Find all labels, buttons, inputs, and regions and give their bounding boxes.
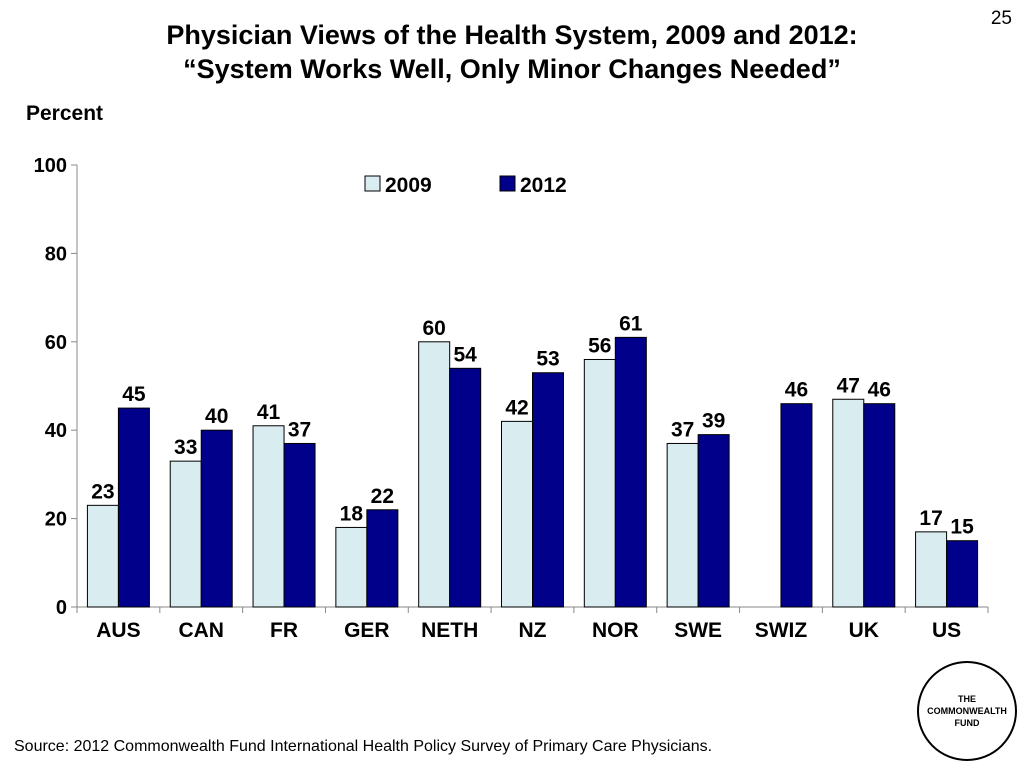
bar-neth-2009 [418,341,451,608]
source-note: Source: 2012 Commonwealth Fund Internati… [14,738,713,755]
bar-aus-2012 [117,407,150,608]
data-label-nor-2009: 56 [588,334,611,357]
commonwealth-fund-logo: THE COMMONWEALTH FUND [917,661,1017,761]
data-label-us-2009: 17 [919,507,942,530]
bar-fr-2009 [252,425,285,608]
bar-swe-2009 [666,442,699,608]
legend-label-2009: 2009 [385,174,432,197]
bar-us-2012 [946,540,979,608]
y-tick-label-0: 0 [56,597,67,619]
slide-number: 25 [990,8,1012,29]
y-tick-label-60: 60 [45,332,67,354]
bar-can-2012 [200,429,233,608]
data-label-nor-2012: 61 [619,312,643,335]
logo-line-2: COMMONWEALTH [927,706,1007,716]
data-label-uk-2009: 47 [837,374,860,397]
y-tick-label-80: 80 [45,243,67,265]
bar-nor-2009 [583,358,616,608]
category-label-nor: NOR [592,619,639,642]
data-label-can-2012: 40 [205,405,228,428]
data-label-us-2012: 15 [950,516,974,539]
data-label-ger-2012: 22 [371,485,394,508]
bar-aus-2009 [86,504,119,608]
bar-uk-2012 [863,403,896,608]
category-label-can: CAN [178,619,224,642]
data-label-fr-2009: 41 [257,401,281,424]
bar-swe-2012 [697,434,730,608]
data-label-swiz-2012: 46 [785,379,808,402]
chart-title: Physician Views of the Health System, 20… [0,18,1024,86]
y-tick-label-20: 20 [45,509,67,531]
bar-nz-2009 [501,420,533,608]
bar-chart: 0 20 40 60 80 100 23 45 AUS 33 40 CAN 41 37 FR 18 22 GER 6… [34,155,989,642]
category-label-nz: NZ [519,619,547,642]
bar-uk-2009 [832,398,865,608]
data-label-nz-2009: 42 [505,396,528,419]
bar-ger-2012 [366,509,399,608]
category-label-aus: AUS [96,619,140,642]
data-label-ger-2009: 18 [340,502,364,525]
category-label-ger: GER [344,619,390,642]
data-label-neth-2012: 54 [454,343,478,366]
data-label-nz-2012: 53 [536,348,559,371]
logo-line-1: THE [958,694,976,704]
data-label-neth-2009: 60 [423,317,446,340]
category-label-us: US [932,619,961,642]
bar-ger-2009 [335,526,368,608]
data-label-aus-2012: 45 [122,383,146,406]
legend-swatch-2009 [364,175,381,192]
bar-swiz-2012 [780,403,813,608]
category-label-neth: NETH [421,619,478,642]
category-label-swiz: SWIZ [755,619,808,642]
title-line-2: “System Works Well, Only Minor Changes N… [183,54,841,84]
y-tick-label-40: 40 [45,420,67,442]
y-tick-label-100: 100 [34,155,67,177]
category-label-uk: UK [849,619,879,642]
bar-can-2009 [169,460,202,608]
legend-swatch-2012 [499,175,516,192]
bar-us-2009 [915,531,948,608]
data-label-aus-2009: 23 [91,480,114,503]
title-line-1: Physician Views of the Health System, 20… [166,20,858,50]
legend-label-2012: 2012 [520,174,567,197]
y-axis-label: Percent [26,102,104,125]
bar-nz-2012 [532,372,564,608]
data-label-can-2009: 33 [174,436,197,459]
data-label-uk-2012: 46 [868,379,891,402]
bar-nor-2012 [614,336,647,608]
data-label-swe-2009: 37 [671,418,694,441]
category-label-fr: FR [270,619,298,642]
logo-line-3: FUND [954,718,980,728]
bar-neth-2012 [449,367,482,608]
bar-fr-2012 [283,442,316,608]
category-label-swe: SWE [674,619,722,642]
data-label-fr-2012: 37 [288,418,311,441]
data-label-swe-2012: 39 [702,410,725,433]
